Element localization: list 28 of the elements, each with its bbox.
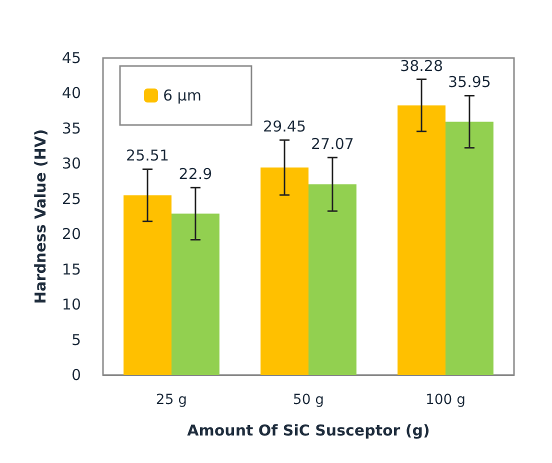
y-tick-label: 35 [62,119,81,138]
y-tick-label: 25 [62,190,81,208]
x-tick-label: 25 g [156,392,188,408]
x-tick-label: 100 g [425,392,466,408]
bar [172,214,220,375]
y-tick-label: 20 [62,225,81,244]
bar [260,168,308,375]
y-tick-label: 45 [62,49,81,67]
data-label: 22.9 [178,165,212,184]
y-tick-label: 15 [62,260,81,278]
y-tick-label: 0 [71,366,81,384]
y-axis-title: Hardness Value (HV) [32,129,50,304]
x-tick-label: 50 g [292,392,324,408]
bar [398,105,446,375]
data-label: 38.28 [400,56,443,75]
data-label: 35.95 [448,73,491,92]
y-tick-label: 30 [62,154,81,173]
data-label: 27.07 [311,135,354,154]
legend-label: 6 μm [163,86,202,104]
y-tick-label: 5 [71,330,81,349]
bar [124,195,172,375]
x-axis-title: Amount Of SiC Susceptor (g) [187,422,430,440]
y-tick-label: 10 [62,296,81,314]
data-label: 29.45 [263,118,306,136]
data-label: 25.51 [126,146,169,165]
bar [308,184,356,375]
y-tick-label: 40 [62,84,81,102]
bar [446,122,494,375]
